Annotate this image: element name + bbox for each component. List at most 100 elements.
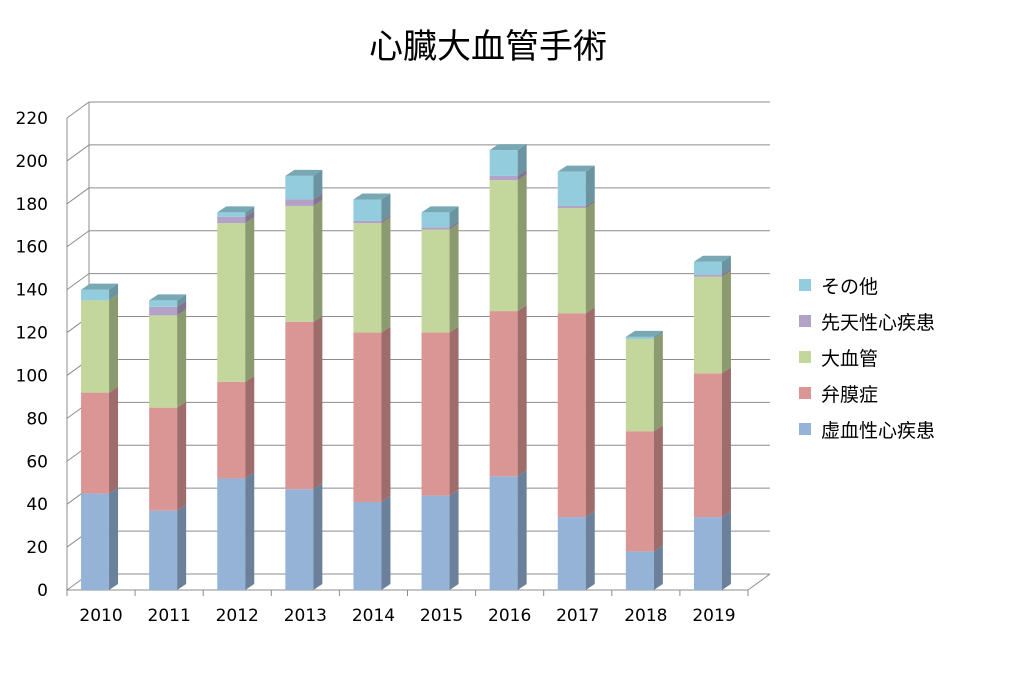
- bar-side: [245, 217, 255, 382]
- y-tick-label: 100: [16, 366, 48, 386]
- bar-side: [313, 199, 323, 322]
- bar-side: [109, 283, 119, 301]
- bar-side: [381, 496, 391, 590]
- bar-top: [557, 165, 595, 172]
- bar-side: [109, 386, 119, 494]
- bar-front: [489, 180, 518, 312]
- tick-labels: 0 20 40 60 80 100 120 140 160 180 200 220 2010 2011 20…: [16, 109, 736, 626]
- bar-front: [149, 300, 178, 307]
- bar-front: [217, 223, 246, 382]
- bar-segment-2-2013: [285, 315, 323, 490]
- legend-swatch: [799, 387, 811, 399]
- x-tick-label: 2017: [556, 606, 599, 626]
- y-tick-label: 60: [26, 452, 48, 472]
- y-tick-label: 120: [16, 324, 48, 344]
- bar-side: [721, 255, 731, 275]
- bar-front: [625, 336, 654, 339]
- legend-label: その他: [821, 276, 878, 298]
- bar-side: [381, 193, 391, 221]
- bar-side: [585, 199, 595, 209]
- bar-front: [149, 510, 178, 590]
- bar-segment-2-2011: [149, 401, 187, 511]
- bar-top: [353, 193, 391, 200]
- bar-segment-1-2015: [421, 489, 459, 590]
- bar-side: [109, 294, 119, 393]
- y-tick-label: 200: [16, 152, 48, 172]
- bar-front: [149, 315, 178, 408]
- x-tick-label: 2019: [692, 606, 735, 626]
- bar-segment-5-2016: [489, 144, 527, 176]
- bar-segment-2-2016: [489, 305, 527, 477]
- bar-side: [313, 315, 323, 490]
- bar-front: [693, 261, 722, 275]
- bar-segment-4-2014: [353, 214, 391, 224]
- bar-front: [489, 311, 518, 477]
- bar-front: [149, 306, 178, 316]
- bar-segment-1-2017: [557, 511, 595, 590]
- bar-side: [177, 300, 187, 316]
- bar-front: [217, 381, 246, 479]
- x-tick-label: 2014: [352, 606, 395, 626]
- x-tick-label: 2018: [624, 606, 667, 626]
- bar-segment-2-2014: [353, 326, 391, 503]
- bar-segment-3-2017: [557, 202, 595, 314]
- bar-front: [421, 227, 450, 230]
- bar-front: [693, 373, 722, 518]
- bar-top: [421, 206, 459, 213]
- bar-front: [557, 208, 586, 314]
- bar-top: [81, 283, 119, 290]
- bar-side: [517, 305, 527, 477]
- bar-front: [285, 489, 314, 590]
- bar-side: [721, 511, 731, 590]
- legend-label: 先天性心疾患: [821, 312, 935, 334]
- legend-swatch: [799, 279, 811, 291]
- bar-front: [625, 431, 654, 552]
- x-tick-label: 2015: [420, 606, 463, 626]
- bar-segment-5-2019: [693, 255, 731, 275]
- bar-front: [625, 338, 654, 432]
- bar-side: [245, 210, 255, 224]
- bar-front: [353, 220, 382, 224]
- bar-side: [721, 367, 731, 518]
- bar-segment-3-2011: [149, 309, 187, 408]
- bar-side: [177, 294, 187, 307]
- bar-front: [353, 502, 382, 590]
- bar-side: [109, 487, 119, 590]
- legend-item: 大血管: [799, 348, 878, 370]
- bar-top: [693, 255, 731, 262]
- bar-side: [449, 223, 459, 333]
- bar-segment-1-2012: [217, 472, 255, 590]
- bar-front: [557, 517, 586, 590]
- chart-title: 心臓大血管手術: [369, 27, 607, 67]
- bar-side: [177, 309, 187, 408]
- bar-front: [693, 276, 722, 374]
- bar-side: [313, 483, 323, 590]
- bar-side: [517, 144, 527, 176]
- bar-segment-2-2012: [217, 375, 255, 479]
- floor-edge: [747, 573, 771, 591]
- y-tick-label: 220: [16, 109, 48, 129]
- bar-front: [217, 478, 246, 590]
- y-tick-label: 140: [16, 281, 48, 301]
- bar-segment-5-2013: [285, 169, 323, 200]
- bar-front: [421, 229, 450, 333]
- bar-segment-5-2015: [421, 206, 459, 228]
- x-tick-label: 2012: [216, 606, 259, 626]
- bar-front: [285, 321, 314, 490]
- bar-front: [217, 216, 246, 224]
- legend-item: その他: [799, 276, 878, 298]
- bar-segment-3-2015: [421, 223, 459, 333]
- bar-side: [449, 206, 459, 228]
- y-tick-label: 40: [26, 495, 48, 515]
- bar-segment-2-2015: [421, 326, 459, 496]
- bar-segment-2-2010: [81, 386, 119, 494]
- bar-segment-3-2010: [81, 294, 119, 393]
- bar-side: [245, 375, 255, 479]
- bar-segment-5-2012: [217, 206, 255, 217]
- bar-side: [177, 504, 187, 590]
- legend-label: 虚血性心疾患: [821, 420, 935, 442]
- legend-item: 弁膜症: [799, 384, 878, 406]
- bar-front: [557, 205, 586, 209]
- bar-side: [381, 217, 391, 333]
